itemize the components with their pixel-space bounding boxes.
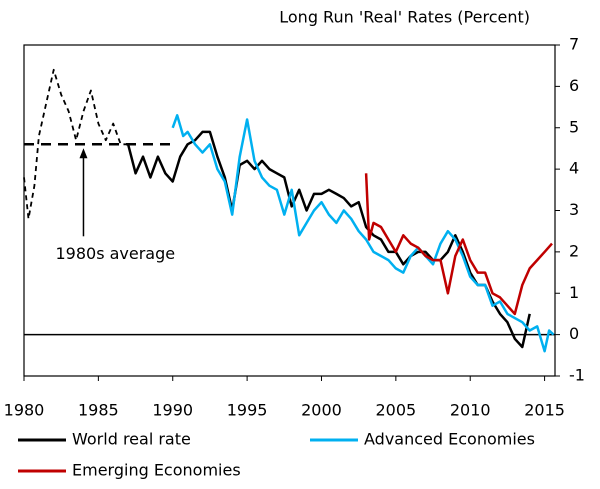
x-tick-label: 2005	[375, 401, 416, 420]
legend-label: World real rate	[72, 430, 191, 449]
y-tick-label: -1	[569, 366, 585, 385]
y-tick-label: 7	[569, 35, 579, 54]
y-tick-label: 1	[569, 283, 579, 302]
x-tick-label: 1985	[78, 401, 119, 420]
x-tick-label: 1990	[152, 401, 193, 420]
arrow-head	[79, 148, 88, 159]
y-tick-label: 6	[569, 76, 579, 95]
legend-label: Advanced Economies	[364, 430, 535, 449]
x-tick-label: 1995	[227, 401, 268, 420]
series-line	[364, 173, 553, 316]
series-line	[171, 114, 555, 353]
y-tick-label: 4	[569, 159, 579, 178]
plot-frame	[23, 44, 556, 377]
y-tick-label: 3	[569, 200, 579, 219]
series-line-dashed	[23, 68, 129, 220]
y-tick-label: 2	[569, 241, 579, 260]
y-tick-label: 5	[569, 117, 579, 136]
x-tick-label: 2010	[450, 401, 491, 420]
legend-label: Emerging Economies	[72, 461, 241, 480]
annotation-label: 1980s average	[55, 244, 175, 263]
x-tick-label: 1980	[4, 401, 45, 420]
x-tick-label: 2015	[524, 401, 565, 420]
y-tick-label: 0	[569, 324, 579, 343]
x-tick-label: 2000	[301, 401, 342, 420]
chart-title: Long Run 'Real' Rates (Percent)	[279, 8, 530, 27]
series-line	[126, 130, 531, 349]
